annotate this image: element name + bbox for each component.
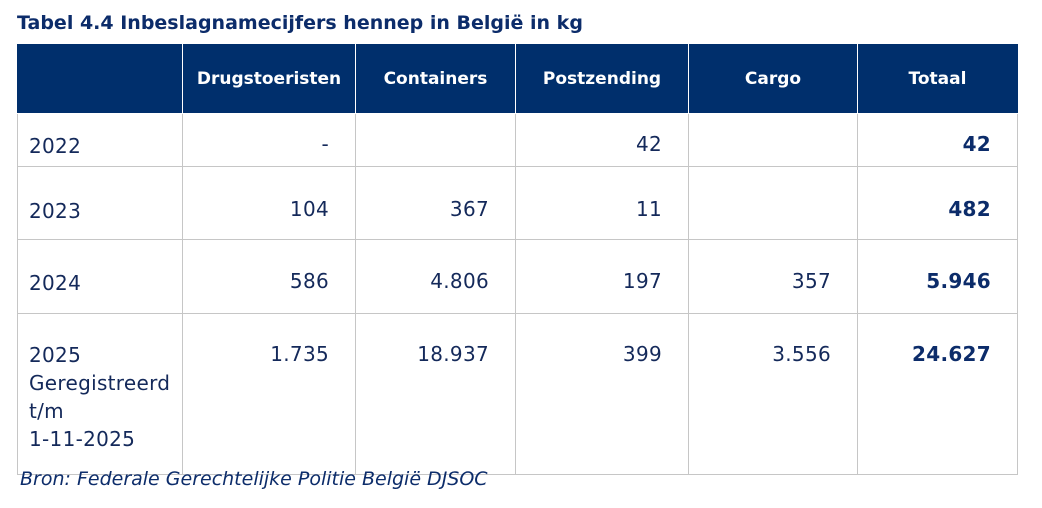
table-row: 2024 586 4.806 197 357 5.946 xyxy=(17,239,1018,314)
header-row: Drugstoeristen Containers Postzending Ca… xyxy=(17,44,1018,114)
year-note-date: 1-11-2025 xyxy=(29,427,136,451)
header-cell-totaal: Totaal xyxy=(857,44,1018,114)
year-note: Geregistreerd xyxy=(29,371,171,395)
table-row: 2023 104 367 11 482 xyxy=(17,166,1018,240)
year-cell: 2023 xyxy=(17,166,183,240)
header-cell-cargo: Cargo xyxy=(688,44,858,114)
table-row: 2022 - 42 42 xyxy=(17,113,1018,167)
totaal-cell: 5.946 xyxy=(857,239,1018,314)
seizure-table: Drugstoeristen Containers Postzending Ca… xyxy=(17,44,1018,475)
year-label: 2023 xyxy=(29,199,82,223)
containers-cell: 367 xyxy=(355,166,516,240)
year-note: t/m xyxy=(29,399,64,423)
year-cell: 2024 xyxy=(17,239,183,314)
header-cell-containers: Containers xyxy=(355,44,516,114)
year-cell: 2022 xyxy=(17,113,183,167)
totaal-cell: 42 xyxy=(857,113,1018,167)
postzending-cell: 197 xyxy=(515,239,689,314)
source-note: Bron: Federale Gerechtelijke Politie Bel… xyxy=(20,468,488,490)
cargo-cell: 357 xyxy=(688,239,858,314)
drugstoeristen-cell: 1.735 xyxy=(182,313,356,475)
year-cell: 2025 Geregistreerd t/m 1-11-2025 xyxy=(17,313,183,475)
containers-cell: 4.806 xyxy=(355,239,516,314)
containers-cell: 18.937 xyxy=(355,313,516,475)
table-title: Tabel 4.4 Inbeslagnamecijfers hennep in … xyxy=(17,12,583,34)
table-row: 2025 Geregistreerd t/m 1-11-2025 1.735 1… xyxy=(17,313,1018,475)
drugstoeristen-cell: 586 xyxy=(182,239,356,314)
header-cell-drugstoeristen: Drugstoeristen xyxy=(182,44,356,114)
postzending-cell: 11 xyxy=(515,166,689,240)
header-cell-postzending: Postzending xyxy=(515,44,689,114)
year-label: 2025 xyxy=(29,343,82,367)
cargo-cell xyxy=(688,113,858,167)
containers-cell xyxy=(355,113,516,167)
cargo-cell: 3.556 xyxy=(688,313,858,475)
year-label: 2022 xyxy=(29,134,82,158)
header-cell-year xyxy=(17,44,183,114)
totaal-cell: 482 xyxy=(857,166,1018,240)
postzending-cell: 399 xyxy=(515,313,689,475)
cargo-cell xyxy=(688,166,858,240)
year-label: 2024 xyxy=(29,271,82,295)
postzending-cell: 42 xyxy=(515,113,689,167)
drugstoeristen-cell: 104 xyxy=(182,166,356,240)
drugstoeristen-cell: - xyxy=(182,113,356,167)
totaal-cell: 24.627 xyxy=(857,313,1018,475)
